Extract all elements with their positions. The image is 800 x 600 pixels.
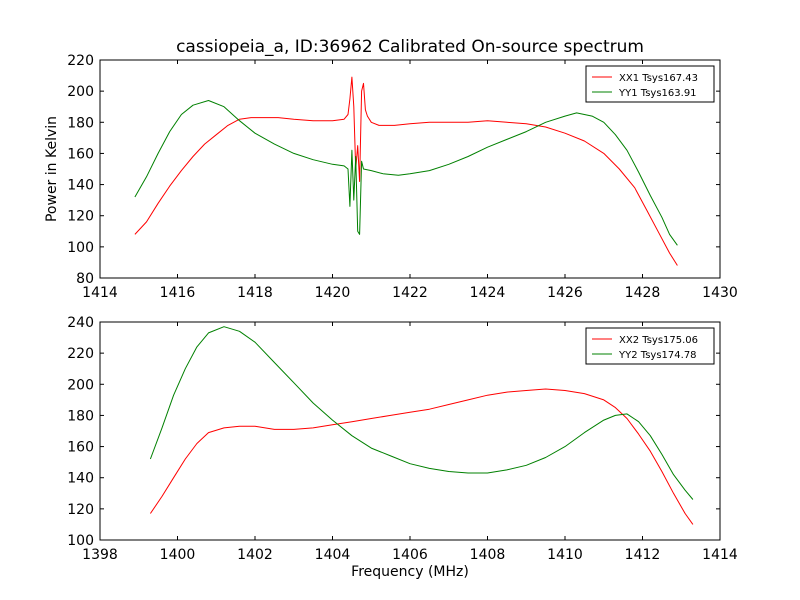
y-tick-label: 140 (67, 178, 94, 194)
series-line-xx1 (134, 76, 678, 266)
series-line-yy2 (149, 326, 694, 500)
y-tick-label: 180 (67, 115, 94, 131)
plot-panel-1: 1414 1416 1418 1420 1422 1424 1426 1428 1430 80 10… (67, 53, 738, 301)
x-tick-label: 1412 (625, 547, 661, 563)
y-tick-label: 160 (67, 146, 94, 162)
x-tick-label: 1420 (315, 285, 351, 301)
y-tick-label: 80 (76, 271, 94, 287)
legend-entry: XX1 Tsys167.43 (619, 73, 698, 84)
y-tick-label: 120 (67, 502, 94, 518)
x-tick-label: 1408 (470, 547, 506, 563)
y-tick-label: 100 (67, 240, 94, 256)
series-line-yy1 (134, 100, 678, 246)
x-tick-label: 1426 (547, 285, 583, 301)
y-tick-label: 220 (67, 53, 94, 69)
x-tick-label: 1402 (237, 547, 273, 563)
x-tick-label: 1414 (702, 547, 738, 563)
plot-panel-2: 1398 1400 1402 1404 1406 1408 1410 1412 1414 100 1… (67, 315, 738, 563)
x-tick-label: 1422 (392, 285, 428, 301)
legend-box (585, 65, 715, 103)
y-axis-label: Power in Kelvin (44, 116, 60, 222)
legend-entry: YY1 Tsys163.91 (618, 88, 697, 99)
x-tick-label: 1430 (702, 285, 738, 301)
x-axis-label: Frequency (MHz) (351, 564, 469, 580)
y-tick-label: 120 (67, 209, 94, 225)
series-line-xx2 (149, 388, 694, 525)
legend: XX2 Tsys175.06 YY2 Tsys174.78 (585, 327, 715, 365)
x-tick-label: 1406 (392, 547, 428, 563)
y-tick-label: 100 (67, 533, 94, 549)
x-tick-label: 1404 (315, 547, 351, 563)
x-tick-label: 1416 (160, 285, 196, 301)
x-tick-label: 1428 (625, 285, 661, 301)
legend-box (585, 327, 715, 365)
y-tick-label: 160 (67, 440, 94, 456)
legend-entry: YY2 Tsys174.78 (618, 350, 697, 361)
x-tick-label: 1418 (237, 285, 273, 301)
y-tick-label: 200 (67, 84, 94, 100)
legend: XX1 Tsys167.43 YY1 Tsys163.91 (585, 65, 715, 103)
y-tick-label: 200 (67, 377, 94, 393)
y-tick-label: 140 (67, 471, 94, 487)
legend-entry: XX2 Tsys175.06 (619, 335, 698, 346)
y-tick-label: 240 (67, 315, 94, 331)
y-tick-label: 220 (67, 346, 94, 362)
x-tick-label: 1398 (82, 547, 118, 563)
x-tick-label: 1410 (547, 547, 583, 563)
x-tick-label: 1400 (160, 547, 196, 563)
y-tick-label: 180 (67, 408, 94, 424)
chart-title: cassiopeia_a, ID:36962 Calibrated On-sou… (176, 37, 644, 57)
x-tick-label: 1424 (470, 285, 506, 301)
x-tick-label: 1414 (82, 285, 118, 301)
